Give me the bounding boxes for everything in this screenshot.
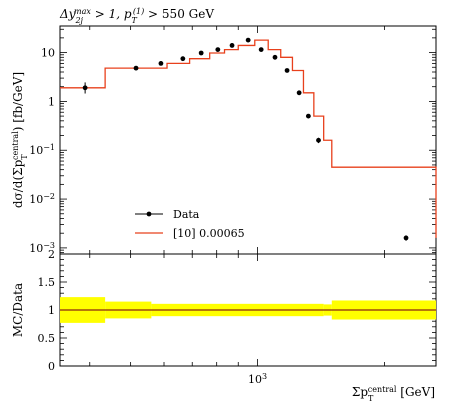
- main-ytick-label: 1: [48, 95, 55, 108]
- mc-step-line: [60, 39, 437, 238]
- legend-data-label: Data: [173, 208, 200, 221]
- data-point: [198, 50, 204, 56]
- data-point: [403, 235, 409, 241]
- ratio-ytick-label: 0.5: [38, 332, 56, 345]
- ratio-ytick-label: 2: [48, 248, 55, 261]
- data-point: [158, 61, 164, 66]
- data-point: [316, 137, 321, 143]
- main-ytick-label: 10−2: [29, 192, 55, 207]
- main-ylabel: dσ/d(ΣpTcentral) [fb/GeV]: [11, 72, 29, 208]
- data-point: [133, 65, 139, 71]
- chart-title: Δy2jmax > 1, pT(1) > 550 GeV: [59, 7, 214, 25]
- ratio-ytick-label: 1: [48, 304, 55, 317]
- ratio-ytick-label: 0: [48, 360, 55, 373]
- data-point: [180, 56, 186, 62]
- main-panel-frame: [59, 25, 437, 255]
- main-ytick-label: 10: [41, 47, 55, 60]
- ratio-ytick-label: 1.5: [38, 276, 56, 289]
- legend-mc-label: [10] 0.00065: [173, 227, 245, 240]
- data-point: [215, 47, 221, 53]
- data-point: [296, 90, 302, 96]
- data-point: [272, 54, 278, 60]
- ratio-plot-layer: 103 0 0.5 1 1.5 2: [38, 248, 436, 387]
- data-point: [305, 113, 311, 119]
- ratio-ylabel: MC/Data: [11, 283, 25, 337]
- legend-data-marker: [146, 211, 152, 217]
- legend: Data [10] 0.00065: [135, 208, 245, 240]
- ratio-xlabel: ΣpTcentral [GeV]: [352, 385, 435, 403]
- ratio-xtick-label: 103: [248, 372, 267, 387]
- data-point: [258, 47, 264, 53]
- data-point: [284, 68, 290, 73]
- data-point: [229, 43, 235, 48]
- main-ytick-label: 10−1: [29, 143, 55, 158]
- data-point: [82, 85, 88, 91]
- data-point: [245, 37, 251, 43]
